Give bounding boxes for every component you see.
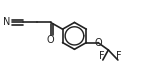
- Text: O: O: [47, 35, 54, 45]
- Text: F: F: [99, 51, 105, 61]
- Text: O: O: [94, 38, 102, 48]
- Text: N: N: [3, 17, 11, 27]
- Text: F: F: [116, 51, 122, 61]
